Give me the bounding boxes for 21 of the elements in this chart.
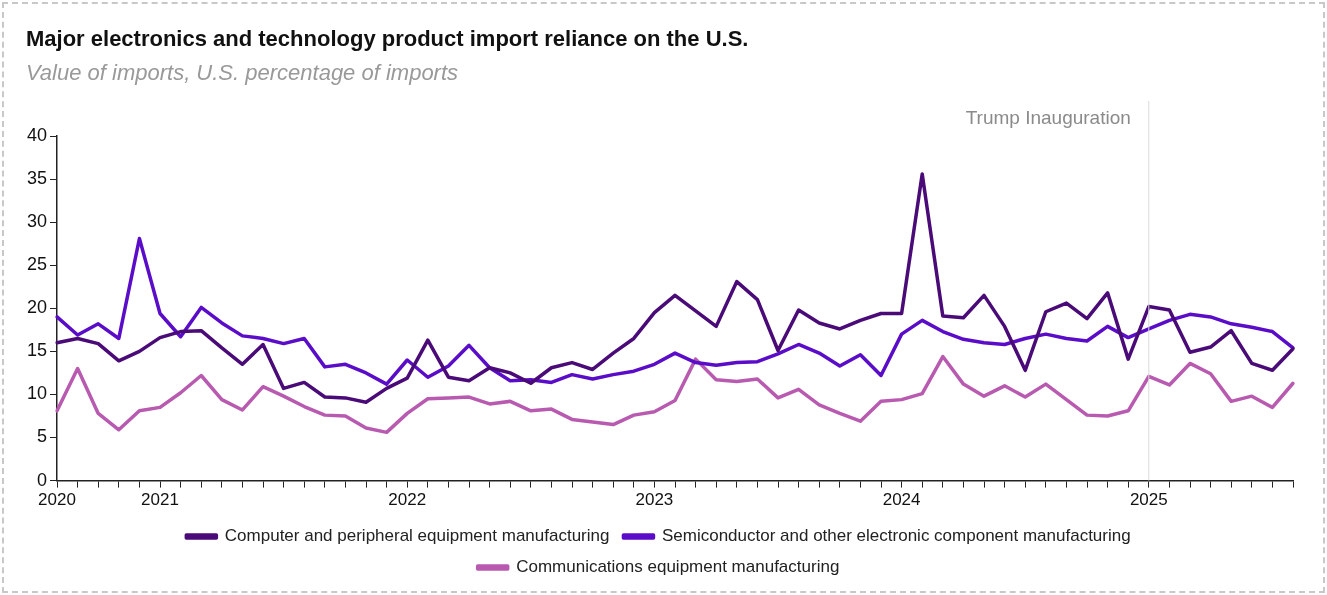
y-tick-label: 0 (37, 469, 48, 490)
legend-label: Communications equipment manufacturing (516, 557, 840, 577)
x-tick-label: 2021 (141, 490, 179, 510)
ref-line-label: Trump Inauguration (965, 107, 1131, 129)
x-tick-label: 2022 (388, 490, 427, 510)
y-tick-label: 10 (26, 383, 48, 404)
chart-subtitle: Value of imports, U.S. percentage of imports (26, 60, 459, 86)
legend-label: Semiconductor and other electronic component manufacturing (661, 526, 1131, 546)
x-tick-label: 2020 (38, 490, 76, 510)
x-tick-label: 2024 (882, 490, 921, 510)
y-tick-label: 15 (26, 340, 48, 361)
y-tick-label: 35 (26, 168, 48, 189)
y-tick-label: 40 (26, 124, 48, 145)
y-tick-label: 5 (37, 426, 48, 447)
y-tick-label: 20 (26, 297, 48, 318)
x-tick-label: 2025 (1129, 490, 1168, 510)
y-tick-label: 25 (26, 254, 48, 275)
x-tick-label: 2023 (635, 490, 674, 510)
chart-title: Major electronics and technology product import reliance on the U.S. (26, 26, 749, 52)
legend-label: Computer and peripheral equipment manufacturing (224, 526, 610, 546)
y-tick-label: 30 (26, 211, 48, 232)
